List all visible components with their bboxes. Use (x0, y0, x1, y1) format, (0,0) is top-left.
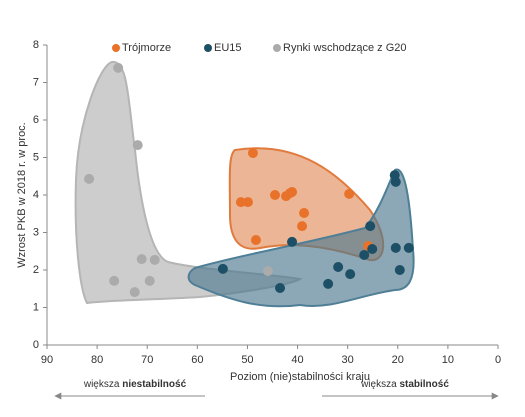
point (242, 197, 253, 208)
point (129, 287, 140, 298)
point (333, 262, 344, 272)
point (275, 283, 286, 293)
x-tick-label: 0 (495, 354, 501, 366)
annotation-bold: niestabilność (122, 379, 186, 390)
y-tick-label: 4 (33, 189, 39, 201)
x-tick-label: 60 (191, 354, 203, 366)
legend-marker (273, 44, 281, 52)
x-tick-label: 10 (442, 354, 454, 366)
annotation: większa stabilność (360, 379, 449, 390)
point (136, 254, 147, 265)
point (270, 190, 281, 200)
legend-label: Rynki wschodzące z G20 (283, 42, 407, 54)
y-tick-label: 7 (33, 76, 39, 88)
annotation-bold: stabilność (399, 379, 449, 390)
point (132, 140, 143, 151)
point (359, 250, 370, 260)
y-axis-label: Wzrost PKB w 2018 r. w proc. (16, 122, 28, 268)
point (287, 187, 298, 197)
y-tick-label: 2 (33, 264, 39, 276)
x-tick-label: 50 (241, 354, 253, 366)
legend-marker (112, 44, 120, 52)
y-tick-label: 6 (33, 114, 39, 126)
point (367, 244, 378, 254)
x-tick-label: 70 (141, 354, 153, 366)
point (84, 173, 95, 184)
point (250, 235, 261, 245)
y-tick-label: 0 (33, 339, 39, 351)
point (247, 148, 258, 158)
y-tick-label: 3 (33, 226, 39, 238)
y-tick-label: 1 (33, 301, 39, 313)
point (299, 208, 310, 218)
point (390, 242, 401, 253)
annotation-plain: większa (83, 379, 122, 390)
x-tick-label: 20 (392, 354, 404, 366)
y-tick-label: 5 (33, 151, 39, 163)
legend-label: EU15 (214, 42, 242, 54)
point (109, 275, 120, 286)
point (287, 236, 298, 247)
point (262, 266, 273, 277)
x-tick-label: 90 (41, 354, 53, 366)
legend-marker (204, 44, 212, 52)
x-tick-label: 40 (291, 354, 303, 366)
point (390, 176, 401, 187)
hull-eu15 (187, 168, 415, 308)
point (113, 62, 124, 73)
annotation: większa niestabilność (83, 379, 187, 390)
point (144, 275, 155, 286)
legend-label: Trójmorze (122, 42, 171, 54)
x-tick-label: 80 (91, 354, 103, 366)
y-tick-label: 8 (33, 39, 39, 51)
x-axis-label: Poziom (nie)stabilności kraju (230, 371, 370, 383)
annotation-plain: większa (360, 379, 399, 390)
point (403, 242, 414, 253)
point (323, 278, 334, 289)
point (344, 188, 355, 199)
point (149, 254, 160, 265)
point (345, 269, 356, 280)
point (297, 221, 308, 232)
point (235, 197, 246, 208)
point (365, 221, 376, 232)
x-tick-label: 30 (342, 354, 354, 366)
point (394, 265, 405, 275)
point (217, 263, 228, 274)
